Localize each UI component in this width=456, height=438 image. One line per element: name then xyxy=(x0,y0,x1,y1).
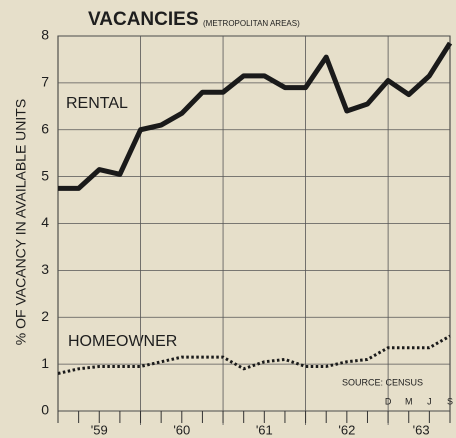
source-note: SOURCE: CENSUS xyxy=(342,377,423,387)
series-label: HOMEOWNER xyxy=(68,333,177,350)
y-tick-label: 6 xyxy=(41,120,49,136)
chart-title: VACANCIES xyxy=(88,9,199,30)
x-tick-label: '59 xyxy=(91,422,108,437)
y-axis-label: % OF VACANCY IN AVAILABLE UNITS xyxy=(13,99,29,345)
chart-subtitle: (METROPOLITAN AREAS) xyxy=(203,19,300,28)
series-line xyxy=(58,41,453,191)
series-line xyxy=(57,334,451,375)
y-tick-label: 8 xyxy=(41,27,49,43)
y-tick-label: 3 xyxy=(41,261,49,277)
y-tick-label: 0 xyxy=(41,402,49,418)
x-tick-label: '61 xyxy=(256,422,273,437)
y-tick-label: 2 xyxy=(41,308,49,324)
x-tick-label: M xyxy=(405,396,413,406)
x-tick-label: D xyxy=(385,396,392,406)
y-tick-label: 7 xyxy=(41,74,49,90)
x-tick-label: S xyxy=(447,396,453,406)
y-tick-label: 1 xyxy=(41,355,49,371)
x-tick-label: J xyxy=(427,396,432,406)
series-label: RENTAL xyxy=(66,95,128,112)
y-tick-label: 5 xyxy=(41,167,49,183)
y-tick-label: 4 xyxy=(41,214,49,230)
x-tick-label: '63 xyxy=(413,422,430,437)
x-tick-label: '60 xyxy=(173,422,190,437)
x-tick-label: '62 xyxy=(338,422,355,437)
